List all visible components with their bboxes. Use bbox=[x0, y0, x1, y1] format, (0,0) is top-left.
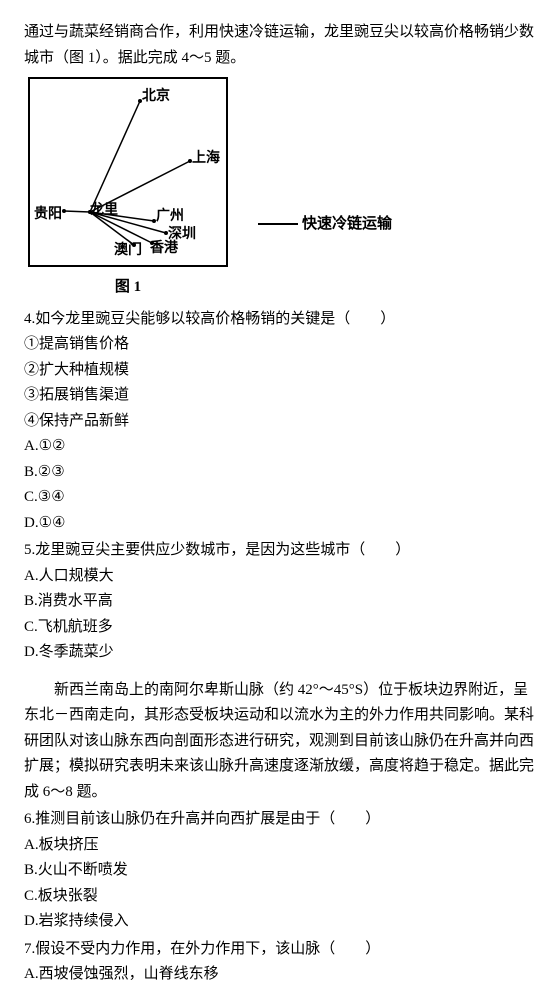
figure-area: 北京上海贵阳龙里广州深圳香港澳门 快速冷链运输 bbox=[28, 77, 536, 267]
q7-A: A.西坡侵蚀强烈，山脊线东移 bbox=[24, 962, 536, 988]
city-label: 上海 bbox=[192, 147, 220, 171]
city-label: 贵阳 bbox=[34, 203, 62, 227]
legend-text: 快速冷链运输 bbox=[302, 212, 392, 238]
intro-paragraph: 通过与蔬菜经销商合作，利用快速冷链运输，龙里豌豆尖以较高价格畅销少数城市（图 1… bbox=[24, 20, 536, 71]
map-box: 北京上海贵阳龙里广州深圳香港澳门 bbox=[28, 77, 228, 267]
q4-s1: ①提高销售价格 bbox=[24, 332, 536, 358]
q5-B: B.消费水平高 bbox=[24, 589, 536, 615]
city-label: 香港 bbox=[150, 237, 178, 261]
q4-B: B.②③ bbox=[24, 460, 536, 486]
city-label: 澳门 bbox=[114, 239, 142, 263]
q6-D: D.岩浆持续侵入 bbox=[24, 909, 536, 935]
q4-s4: ④保持产品新鲜 bbox=[24, 409, 536, 435]
legend-line bbox=[258, 223, 298, 225]
q6-C: C.板块张裂 bbox=[24, 884, 536, 910]
q4-A: A.①② bbox=[24, 434, 536, 460]
city-label: 北京 bbox=[142, 85, 170, 109]
q6-B: B.火山不断喷发 bbox=[24, 858, 536, 884]
figure-caption: 图 1 bbox=[28, 275, 228, 301]
q5-A: A.人口规模大 bbox=[24, 564, 536, 590]
q5-D: D.冬季蔬菜少 bbox=[24, 640, 536, 666]
q4-D: D.①④ bbox=[24, 511, 536, 537]
q6-A: A.板块挤压 bbox=[24, 833, 536, 859]
q5-stem: 5.龙里豌豆尖主要供应少数城市，是因为这些城市（ ） bbox=[24, 538, 536, 564]
q7-stem: 7.假设不受内力作用，在外力作用下，该山脉（ ） bbox=[24, 937, 536, 963]
passage-2: 新西兰南岛上的南阿尔卑斯山脉（约 42°～45°S）位于板块边界附近，呈东北－西… bbox=[24, 678, 536, 806]
q5-C: C.飞机航班多 bbox=[24, 615, 536, 641]
q4-s2: ②扩大种植规模 bbox=[24, 358, 536, 384]
q4-C: C.③④ bbox=[24, 485, 536, 511]
q4-stem: 4.如今龙里豌豆尖能够以较高价格畅销的关键是（ ） bbox=[24, 307, 536, 333]
q4-s3: ③拓展销售渠道 bbox=[24, 383, 536, 409]
q6-stem: 6.推测目前该山脉仍在升高并向西扩展是由于（ ） bbox=[24, 807, 536, 833]
legend: 快速冷链运输 bbox=[258, 212, 392, 268]
city-label: 龙里 bbox=[90, 199, 118, 223]
